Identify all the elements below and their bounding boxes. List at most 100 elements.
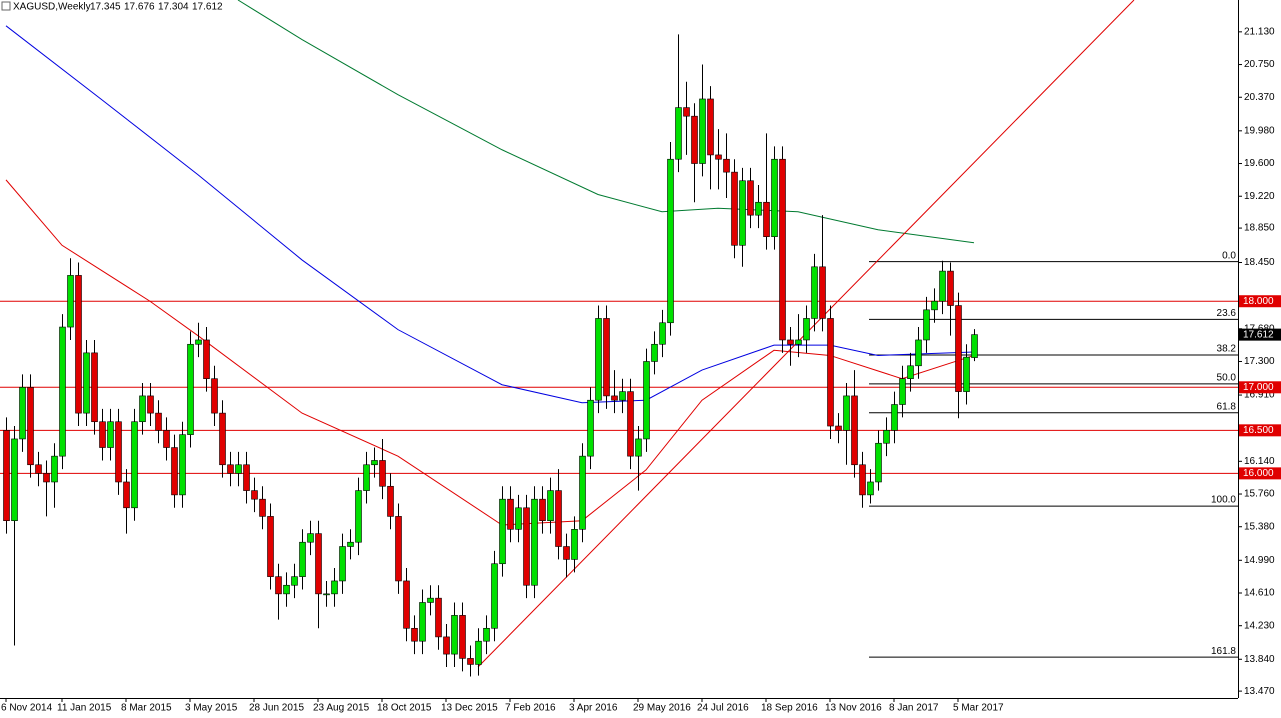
candle-body (291, 576, 298, 586)
candle-body (203, 339, 210, 379)
candle-body (667, 158, 674, 324)
candle-body (939, 270, 946, 302)
candle-body (731, 171, 738, 246)
candle-body (467, 658, 474, 665)
candle-body (651, 343, 658, 362)
candle-body (171, 447, 178, 496)
x-tick-label: 29 May 2016 (633, 703, 691, 714)
x-tick-label: 18 Oct 2015 (377, 703, 432, 714)
candle-body (267, 516, 274, 577)
fib-label: 0.0 (1222, 250, 1236, 261)
candle-body (3, 430, 10, 522)
level-price-box (1239, 467, 1281, 480)
candle-body (307, 533, 314, 543)
x-tick-label: 6 Nov 2014 (1, 703, 53, 714)
y-tick-label: 20.750 (1244, 59, 1275, 70)
candle-body (971, 334, 978, 358)
candle-body (299, 541, 306, 577)
candle-body (323, 593, 330, 596)
candle-body (355, 490, 362, 543)
candle-body (451, 615, 458, 655)
candle-body (603, 318, 610, 397)
candle-body (915, 339, 922, 367)
candle-body (683, 107, 690, 117)
y-tick-label: 15.760 (1244, 489, 1275, 500)
candle-body (747, 180, 754, 216)
candle-body (739, 180, 746, 246)
header-close: 17.612 (192, 2, 223, 13)
candle-body (227, 464, 234, 474)
candle-body (131, 421, 138, 509)
level-price-box (1239, 381, 1281, 394)
candle-body (531, 498, 538, 586)
candle-body (19, 386, 26, 440)
y-tick-label: 14.990 (1244, 555, 1275, 566)
candle-body (459, 615, 466, 659)
candle-body (835, 425, 842, 431)
candle-body (59, 326, 66, 457)
candle-body (579, 455, 586, 530)
candle-body (395, 516, 402, 582)
candle-body (331, 580, 338, 595)
level-price-label: 16.500 (1243, 425, 1274, 436)
candle-body (379, 460, 386, 487)
candle-body (771, 158, 778, 237)
candle-body (435, 597, 442, 638)
candle-body (43, 473, 50, 483)
candle-body (275, 576, 282, 595)
candle-body (891, 404, 898, 431)
y-tick-label: 18.450 (1244, 257, 1275, 268)
y-tick-label: 13.470 (1244, 686, 1275, 697)
candle-body (811, 266, 818, 319)
candle-body (675, 107, 682, 160)
y-tick-label: 20.370 (1244, 92, 1275, 103)
candle-body (907, 365, 914, 379)
y-tick-label: 19.220 (1244, 191, 1275, 202)
fib-label: 100.0 (1211, 495, 1236, 506)
candle-body (611, 395, 618, 401)
x-tick-label: 7 Feb 2016 (505, 703, 556, 714)
candle-body (491, 563, 498, 629)
candle-body (643, 361, 650, 440)
x-tick-label: 8 Mar 2015 (121, 703, 172, 714)
candle-body (115, 421, 122, 483)
current-price-box (1239, 328, 1281, 341)
x-tick-label: 18 Sep 2016 (761, 703, 818, 714)
x-tick-label: 8 Jan 2017 (889, 703, 939, 714)
candle-body (75, 275, 82, 414)
candle-body (563, 546, 570, 560)
candle-body (243, 464, 250, 491)
candle-body (99, 421, 106, 448)
candle-body (371, 460, 378, 466)
candle-body (587, 399, 594, 457)
candle-body (699, 98, 706, 164)
candle-body (259, 498, 266, 517)
candle-body (707, 98, 714, 156)
fib-label: 50.0 (1217, 372, 1237, 383)
candle-body (27, 386, 34, 466)
candle-body (179, 434, 186, 496)
candle-body (35, 464, 42, 474)
symbol-icon (1, 1, 11, 11)
candle-body (883, 430, 890, 444)
candle-body (411, 627, 418, 642)
y-tick-label: 19.600 (1244, 158, 1275, 169)
y-tick-label: 15.380 (1244, 521, 1275, 532)
level-price-label: 18.000 (1243, 296, 1274, 307)
candle-body (219, 412, 226, 466)
candle-body (147, 395, 154, 414)
header-high: 17.676 (124, 2, 155, 13)
y-tick-label: 19.980 (1244, 125, 1275, 136)
y-tick-label: 16.140 (1244, 456, 1275, 467)
candle-body (795, 339, 802, 345)
candle-body (875, 442, 882, 483)
level-price-box (1239, 295, 1281, 308)
plot-area: 0.0 23.6 38.2 50.0 61.8 100.0 161.8 (0, 0, 1238, 677)
x-tick-label: 28 Jun 2015 (249, 703, 304, 714)
x-tick-label: 13 Nov 2016 (825, 703, 882, 714)
y-tick-label: 14.230 (1244, 620, 1275, 631)
level-price-box (1239, 424, 1281, 437)
candle-body (283, 584, 290, 595)
candle-body (347, 541, 354, 547)
